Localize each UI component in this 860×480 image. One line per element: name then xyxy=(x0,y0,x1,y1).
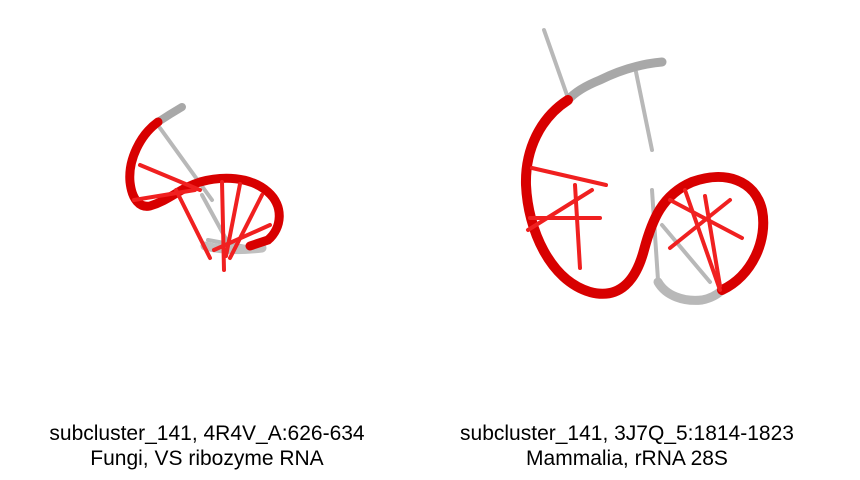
structure-panel-left: subcluster_141, 4R4V_A:626-634 Fungi, VS… xyxy=(0,103,422,471)
base-sticks-red xyxy=(526,166,744,292)
rna-structure-3j7q xyxy=(520,28,769,305)
backbone-gray-3prime xyxy=(653,277,727,305)
backbone-gray-5prime xyxy=(563,57,667,105)
caption-right: subcluster_141, 3J7Q_5:1814-1823 Mammali… xyxy=(412,421,842,471)
rna-structure-4r4v xyxy=(125,103,284,272)
backbone-red xyxy=(520,95,769,299)
backbone-gray-3prime xyxy=(200,241,267,255)
base-sticks-red xyxy=(132,163,272,272)
caption-right-line1: subcluster_141, 3J7Q_5:1814-1823 xyxy=(460,422,794,445)
caption-left-line1: subcluster_141, 4R4V_A:626-634 xyxy=(49,422,365,445)
base-sticks-gray xyxy=(542,28,712,284)
caption-left: subcluster_141, 4R4V_A:626-634 Fungi, VS… xyxy=(0,421,422,471)
caption-right-line2: Mammalia, rRNA 28S xyxy=(526,447,728,470)
backbone-red xyxy=(125,117,284,251)
caption-left-line2: Fungi, VS ribozyme RNA xyxy=(90,447,324,470)
structure-panel-right: subcluster_141, 3J7Q_5:1814-1823 Mammali… xyxy=(430,0,860,480)
